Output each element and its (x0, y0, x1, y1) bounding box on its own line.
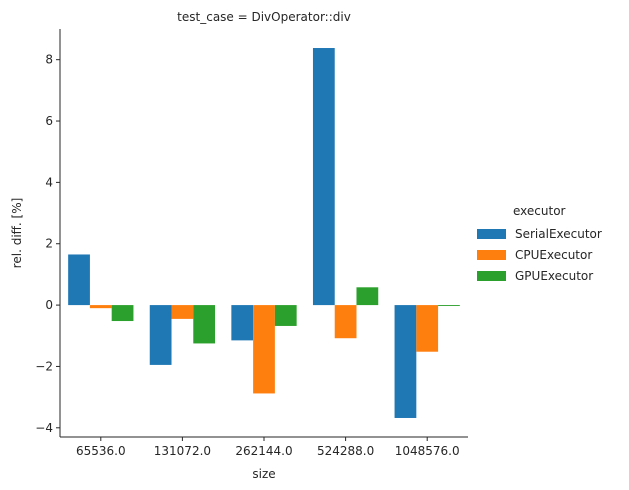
y-tick-label: 0 (45, 298, 53, 312)
bar-serialexecutor-1 (149, 305, 172, 365)
bar-serialexecutor-3 (312, 48, 335, 306)
x-tick-label: 1048576.0 (395, 444, 460, 458)
bar-cpuexecutor-4 (416, 305, 439, 352)
bar-gpuexecutor-2 (274, 305, 297, 326)
bar-gpuexecutor-0 (111, 305, 134, 322)
bar-serialexecutor-2 (231, 305, 254, 341)
bar-gpuexecutor-3 (356, 287, 379, 306)
bar-cpuexecutor-1 (171, 305, 194, 319)
legend: executor SerialExecutor CPUExecutor GPUExe… (477, 204, 602, 283)
bar-cpuexecutor-3 (334, 305, 357, 339)
y-axis-label: rel. diff. [%] (10, 198, 24, 269)
bars-layer (68, 48, 460, 418)
x-tick-label: 131072.0 (154, 444, 211, 458)
x-tick-label: 524288.0 (317, 444, 374, 458)
bar-serialexecutor-0 (68, 254, 90, 306)
legend-label-gpuexecutor: GPUExecutor (515, 269, 593, 283)
y-tick-label: 8 (45, 53, 53, 67)
bar-gpuexecutor-1 (193, 305, 216, 344)
bar-cpuexecutor-0 (89, 305, 112, 309)
x-axis-label: size (252, 467, 275, 481)
legend-swatch-cpuexecutor (477, 250, 506, 260)
y-tick-label: 2 (45, 237, 53, 251)
x-tick-label: 65536.0 (76, 444, 126, 458)
x-ticks: 65536.0 131072.0 262144.0 524288.0 1048576.0 (76, 437, 460, 458)
legend-label-serialexecutor: SerialExecutor (515, 227, 602, 241)
bar-gpuexecutor-4 (438, 305, 460, 307)
y-ticks: −4 −2 0 2 4 6 8 (35, 53, 60, 435)
legend-label-cpuexecutor: CPUExecutor (515, 248, 592, 262)
bar-cpuexecutor-2 (253, 305, 275, 394)
y-tick-label: −2 (35, 359, 53, 373)
y-tick-label: −4 (35, 421, 53, 435)
y-tick-label: 6 (45, 114, 53, 128)
y-tick-label: 4 (45, 175, 53, 189)
x-tick-label: 262144.0 (235, 444, 292, 458)
bar-serialexecutor-4 (394, 305, 417, 418)
legend-title: executor (513, 204, 566, 218)
legend-swatch-gpuexecutor (477, 271, 506, 281)
legend-swatch-serialexecutor (477, 229, 506, 239)
chart-title: test_case = DivOperator::div (177, 10, 351, 24)
